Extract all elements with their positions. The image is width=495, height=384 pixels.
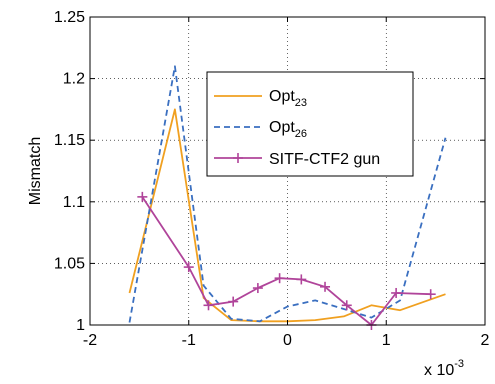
y-tick-label: 1.05: [54, 255, 85, 272]
legend-label-opt26: Opt26: [269, 119, 307, 140]
x-tick-label: 1: [382, 332, 391, 349]
y-axis-label: Mismatch: [27, 137, 44, 205]
x-tick-label: -2: [83, 332, 97, 349]
legend-label-opt23: Opt23: [269, 88, 307, 109]
series-marker-2: [274, 273, 285, 284]
series-marker-2: [183, 262, 194, 273]
series-line-2: [141, 196, 431, 326]
series-marker-2: [252, 283, 263, 294]
svg-text:x 10-3: x 10-3: [424, 358, 464, 379]
legend-label-sitf: SITF-CTF2 gun: [269, 151, 380, 168]
series-marker-2: [228, 296, 239, 307]
grid: [90, 17, 485, 325]
series-marker-2: [341, 300, 352, 311]
x-multiplier: x 10-3: [424, 358, 464, 379]
x-multiplier-base: x 10: [424, 362, 454, 379]
x-tick-label: 2: [481, 332, 490, 349]
series-marker-2: [203, 300, 214, 311]
legend: Opt23 Opt26 SITF-CTF2 gun: [206, 71, 414, 177]
y-tick-label: 1.15: [54, 132, 85, 149]
y-tick-label: 1: [76, 317, 85, 334]
y-tick-label: 1.25: [54, 9, 85, 26]
series-marker-2: [320, 281, 331, 292]
series-marker-2: [137, 191, 148, 202]
series-marker-2: [425, 289, 436, 300]
x-multiplier-exp: -3: [454, 358, 464, 370]
y-tick-label: 1.1: [63, 194, 85, 211]
x-tick-label: -1: [182, 332, 196, 349]
series-marker-2: [296, 274, 307, 285]
tick-layer: -2 -1 0 1 2 1 1.05 1.1 1.15 1.2 1.25: [54, 9, 490, 349]
x-tick-label: 0: [283, 332, 292, 349]
series-marker-2: [391, 287, 402, 298]
y-tick-label: 1.2: [63, 71, 85, 88]
